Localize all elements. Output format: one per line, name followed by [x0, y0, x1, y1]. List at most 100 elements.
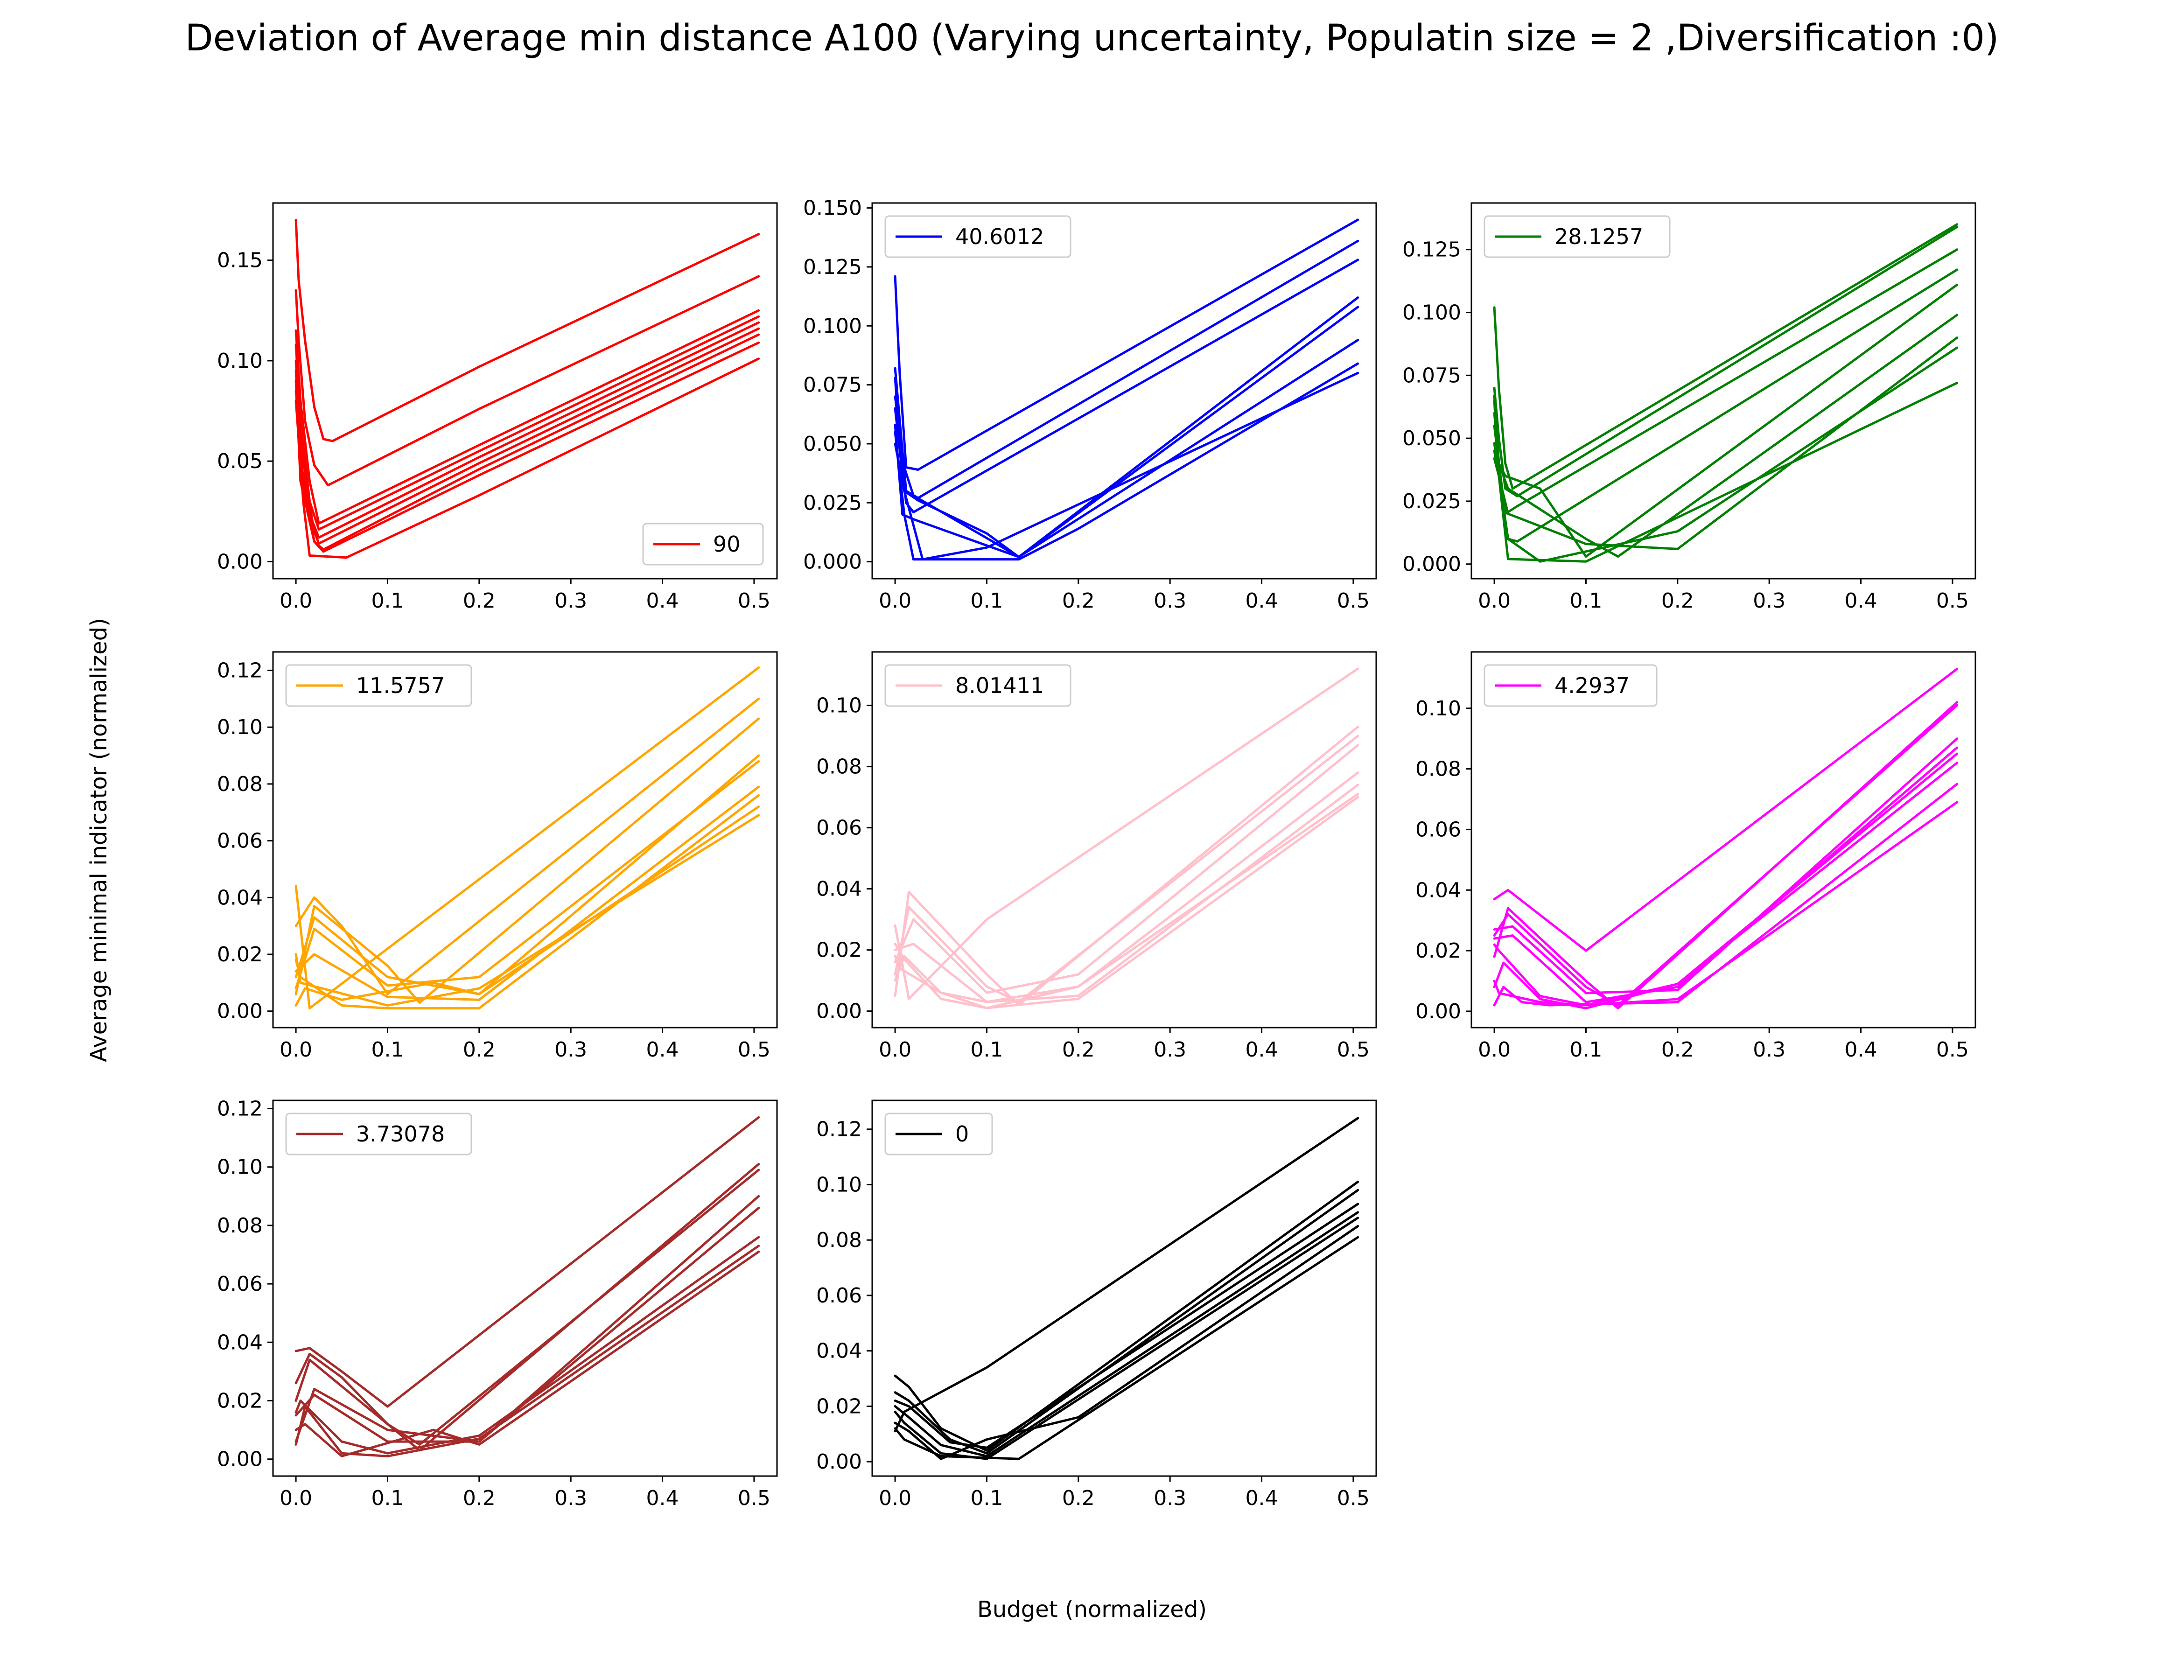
series-group — [294, 666, 760, 1010]
series-line-1 — [294, 666, 760, 1010]
x-tick-label: 0.3 — [554, 1038, 587, 1062]
x-tick-label: 0.4 — [1845, 1038, 1877, 1062]
series-line-2 — [894, 1181, 1359, 1452]
series-line-7 — [294, 1245, 760, 1457]
subplot-1: 0.0 0.1 0.2 0.3 0.4 0.5 0.00 0.05 0.10 0.15 90 — [217, 202, 778, 613]
x-tick-label: 0.4 — [646, 1038, 679, 1062]
x-tick-label: 0.0 — [280, 1486, 312, 1510]
y-tick-label: 0.15 — [217, 249, 263, 273]
x-tick-label: 0.4 — [1246, 1038, 1278, 1062]
x-tick-label: 0.0 — [1478, 1038, 1511, 1062]
series-line-9 — [294, 814, 760, 1007]
x-tick-label: 0.3 — [1753, 589, 1785, 613]
y-tick-label: 0.10 — [217, 1155, 263, 1179]
axes-frame — [272, 651, 778, 1029]
series-line-6 — [1493, 314, 1959, 558]
x-tick-label: 0.5 — [738, 1038, 770, 1062]
x-tick-label: 0.3 — [1154, 1038, 1186, 1062]
x-tick-label: 0.0 — [280, 589, 312, 613]
y-tick-label: 0.125 — [1402, 238, 1461, 262]
x-tick-label: 0.4 — [1246, 589, 1278, 613]
legend: 28.1257 — [1484, 215, 1671, 258]
y-tick-label: 0.06 — [217, 1272, 263, 1296]
x-tick-label: 0.5 — [1337, 1038, 1370, 1062]
y-tick-label: 0.06 — [217, 829, 263, 853]
y-tick-label: 0.02 — [816, 1394, 862, 1418]
legend-label: 8.01411 — [955, 673, 1044, 698]
x-tick-label: 0.5 — [738, 1486, 770, 1510]
subplot-5: 0.0 0.1 0.2 0.3 0.4 0.5 0.00 0.02 0.04 0.06 0.08 0.… — [816, 651, 1377, 1062]
y-tick-label: 0.04 — [217, 886, 263, 910]
y-tick-label: 0.10 — [1415, 697, 1461, 721]
x-tick-label: 0.1 — [970, 589, 1003, 613]
series-line-8 — [294, 1250, 760, 1457]
y-tick-label: 0.08 — [1415, 757, 1461, 781]
x-tick-label: 0.1 — [970, 1038, 1003, 1062]
y-tick-label: 0.000 — [1402, 553, 1461, 576]
x-tick-label: 0.4 — [646, 589, 679, 613]
legend: 40.6012 — [884, 215, 1071, 258]
x-tick-label: 0.5 — [1936, 1038, 1969, 1062]
series-line-1 — [1493, 667, 1959, 952]
y-axis-label: Average minimal indicator (normalized) — [86, 618, 112, 1062]
x-tick-label: 0.2 — [1062, 1038, 1095, 1062]
x-tick-label: 0.2 — [1661, 589, 1694, 613]
series-line-1 — [1493, 223, 1959, 490]
x-tick-label: 0.2 — [463, 1038, 496, 1062]
legend-box — [285, 1113, 472, 1155]
figure-title: Deviation of Average min distance A100 (… — [185, 17, 1999, 59]
series-line-5 — [894, 1211, 1359, 1457]
y-tick-label: 0.10 — [217, 349, 263, 373]
y-tick-label: 0.00 — [217, 550, 263, 574]
x-tick-label: 0.3 — [1154, 589, 1186, 613]
x-tick-label: 0.1 — [1569, 1038, 1602, 1062]
axes-frame — [871, 651, 1377, 1029]
x-tick-label: 0.4 — [646, 1486, 679, 1510]
x-tick-label: 0.5 — [1936, 589, 1969, 613]
series-line-2 — [294, 697, 760, 995]
axes-frame — [1470, 202, 1976, 580]
axes-frame — [272, 1099, 778, 1477]
series-line-6 — [294, 1236, 760, 1455]
y-tick-label: 0.04 — [1415, 878, 1461, 902]
axes-frame — [272, 202, 778, 580]
series-group — [1493, 667, 1959, 1009]
series-line-5 — [294, 760, 760, 990]
x-tick-label: 0.2 — [1062, 1486, 1095, 1510]
axes-frame — [1470, 651, 1976, 1029]
series-line-7 — [894, 793, 1359, 1009]
y-tick-label: 0.10 — [816, 1173, 862, 1197]
y-tick-label: 0.150 — [803, 196, 862, 220]
legend-label: 11.5757 — [356, 673, 445, 698]
legend-box — [1484, 664, 1658, 707]
series-line-2 — [294, 1163, 760, 1452]
x-tick-label: 0.5 — [1337, 589, 1370, 613]
legend-label: 0 — [955, 1121, 969, 1147]
subplot-8: 0.0 0.1 0.2 0.3 0.4 0.5 0.00 0.02 0.04 0.06 0.08 0.… — [816, 1099, 1377, 1510]
legend: 11.5757 — [285, 664, 472, 707]
x-axis-label: Budget (normalized) — [977, 1596, 1207, 1623]
legend-box — [884, 215, 1071, 258]
series-group — [894, 667, 1359, 1009]
x-tick-label: 0.1 — [970, 1486, 1003, 1510]
series-group — [894, 218, 1359, 561]
series-line-9 — [294, 357, 760, 559]
x-tick-label: 0.3 — [1753, 1038, 1785, 1062]
y-tick-label: 0.08 — [217, 1214, 263, 1238]
series-line-3 — [894, 735, 1359, 1003]
y-tick-label: 0.05 — [217, 449, 263, 473]
y-tick-label: 0.08 — [816, 755, 862, 779]
y-tick-label: 0.00 — [816, 1000, 862, 1023]
series-line-9 — [1493, 382, 1959, 563]
series-line-4 — [294, 754, 760, 995]
axes-frame — [871, 202, 1377, 580]
series-line-8 — [894, 796, 1359, 1009]
y-tick-label: 0.00 — [217, 1000, 263, 1023]
y-tick-label: 0.12 — [816, 1118, 862, 1141]
x-tick-label: 0.1 — [371, 1486, 404, 1510]
y-tick-label: 0.125 — [803, 255, 862, 279]
series-group — [894, 1117, 1359, 1460]
x-tick-label: 0.2 — [1661, 1038, 1694, 1062]
series-line-8 — [894, 1236, 1359, 1460]
legend-box — [1484, 215, 1671, 258]
